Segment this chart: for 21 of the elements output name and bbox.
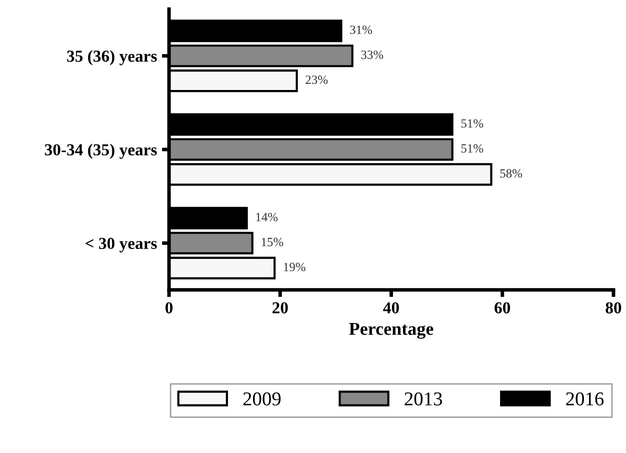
y-tick-label: 35 (36) years [67, 50, 157, 66]
data-label: 14% [256, 212, 278, 222]
data-label: 23% [306, 76, 328, 84]
legend-label: 2013 [404, 392, 442, 406]
y-tick-label: < 30 years [86, 238, 157, 252]
data-label: 51% [461, 144, 484, 153]
legend-label: 2009 [243, 392, 281, 406]
x-tick-label: 20 [272, 302, 288, 314]
legend-label: 2016 [566, 392, 604, 406]
data-label: 58% [500, 169, 522, 178]
data-label: 31% [350, 26, 372, 34]
data-label: 15% [262, 238, 284, 246]
data-label: 33% [361, 50, 384, 60]
x-tick-label: 40 [383, 302, 399, 314]
x-axis-title: Percentage [349, 322, 434, 339]
x-tick-label: 0 [165, 302, 173, 314]
data-label: 19% [284, 262, 306, 272]
x-tick-label: 80 [606, 302, 622, 314]
data-label: 51% [461, 119, 484, 128]
y-tick-label: 30-34 (35) years [44, 144, 157, 159]
x-tick-label: 60 [494, 302, 510, 314]
